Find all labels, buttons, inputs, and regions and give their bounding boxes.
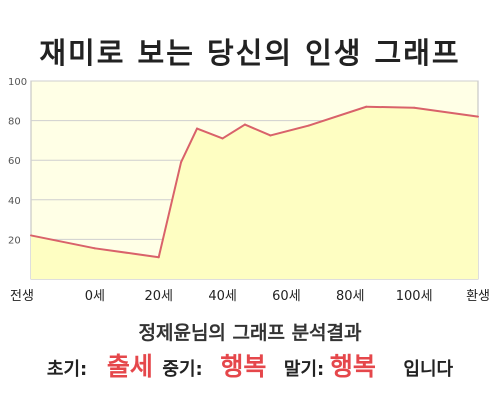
analysis-subtitle: 정제윤님의 그래프 분석결과 <box>138 322 362 344</box>
late-period-value: 행복 <box>329 352 376 381</box>
x-tick-label: 80세 <box>336 289 365 304</box>
x-tick-label: 20세 <box>144 289 173 304</box>
series-line-segment <box>93 247 160 259</box>
series-line-segment <box>307 105 368 127</box>
y-axis-ticks: 20 40 60 80 100 <box>8 77 27 246</box>
life-series-lines <box>30 105 479 259</box>
early-period-value: 출세 <box>106 352 153 381</box>
late-period-label: 말기: <box>283 359 325 380</box>
life-graph-chart: 20 40 60 80 100 전생 0세 20세 40세 60세 80세 100세 환생 <box>8 77 490 304</box>
x-tick-label: 40세 <box>208 289 237 304</box>
series-line-segment <box>157 161 183 259</box>
x-tick-label: 0세 <box>85 289 105 304</box>
y-tick-label: 40 <box>8 196 21 207</box>
series-line-segment <box>269 124 310 137</box>
x-tick-label: 100세 <box>396 289 433 304</box>
x-tick-label: 전생 <box>10 289 34 304</box>
mid-period-label: 중기: <box>162 359 203 380</box>
mid-period-value: 행복 <box>220 352 267 381</box>
series-line-segment <box>30 234 96 250</box>
y-tick-label: 100 <box>8 77 27 88</box>
page-title: 재미로 보는 당신의 인생 그래프 <box>39 36 461 70</box>
series-line-segment <box>180 127 199 164</box>
analysis-result-line: 초기: 출세 중기: 행복 말기: 행복 입니다 <box>0 347 500 381</box>
series-line-segment <box>243 123 272 137</box>
y-tick-label: 20 <box>8 235 21 246</box>
series-line-segment <box>221 123 246 140</box>
life-area-fill <box>31 106 478 280</box>
early-period-label: 초기: <box>46 359 88 380</box>
y-tick-label: 80 <box>8 117 21 128</box>
x-axis-ticks: 전생 0세 20세 40세 60세 80세 100세 환생 <box>10 289 490 304</box>
series-line-segment <box>196 127 224 140</box>
series-line-segment <box>413 106 479 118</box>
x-tick-label: 60세 <box>272 289 301 304</box>
x-tick-label: 환생 <box>466 289 490 304</box>
series-line-segment <box>365 105 416 109</box>
y-tick-label: 60 <box>8 156 21 167</box>
result-ending: 입니다 <box>403 359 454 380</box>
